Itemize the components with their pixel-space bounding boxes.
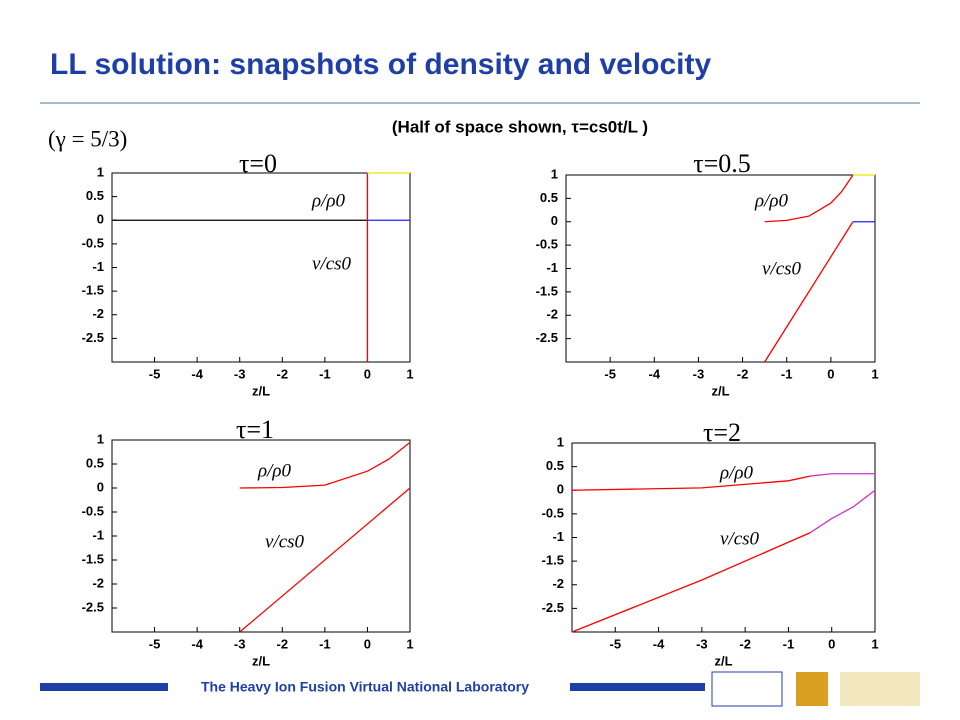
y-tick-label: -1.5 xyxy=(536,283,558,298)
slide-title: LL solution: snapshots of density and ve… xyxy=(50,48,712,81)
plot-frame xyxy=(565,174,876,363)
curve-label: ρ/ρ0 xyxy=(257,460,292,481)
curve-label: v/cs0 xyxy=(762,258,802,279)
x-tick-label: 1 xyxy=(406,636,413,651)
y-tick-label: -1 xyxy=(92,527,104,542)
y-tick-label: -0.5 xyxy=(542,505,564,520)
logo xyxy=(711,671,783,707)
y-tick-label: -1 xyxy=(92,259,104,274)
logo xyxy=(840,672,920,706)
y-tick-label: -2 xyxy=(92,575,104,590)
y-tick-label: 0 xyxy=(557,482,564,497)
y-tick-label: -0.5 xyxy=(82,235,104,250)
curve-label: ρ/ρ0 xyxy=(719,462,754,483)
x-tick-label: -1 xyxy=(319,366,331,381)
y-tick-label: -1 xyxy=(546,260,558,275)
x-tick-label: -5 xyxy=(149,366,161,381)
y-tick-label: 1 xyxy=(97,164,104,179)
y-tick-label: -2.5 xyxy=(536,330,558,345)
y-tick-label: 0.5 xyxy=(540,190,558,205)
y-tick-label: 0.5 xyxy=(86,188,104,203)
x-tick-label: 0 xyxy=(364,366,371,381)
curve-label: v/cs0 xyxy=(312,253,352,274)
series-line xyxy=(571,475,811,491)
y-tick-label: 0 xyxy=(97,212,104,227)
x-axis-label: z/L xyxy=(252,653,270,668)
x-tick-label: -1 xyxy=(781,366,793,381)
x-tick-label: 1 xyxy=(871,636,878,651)
x-tick-label: -4 xyxy=(191,366,203,381)
y-tick-label: 0 xyxy=(551,213,558,228)
y-tick-label: -2 xyxy=(546,307,558,322)
x-tick-label: -3 xyxy=(693,366,705,381)
y-tick-label: 0.5 xyxy=(546,458,564,473)
y-tick-label: 0 xyxy=(97,479,104,494)
y-tick-label: 1 xyxy=(97,431,104,446)
x-tick-label: -1 xyxy=(783,636,795,651)
y-tick-label: -1.5 xyxy=(82,283,104,298)
x-tick-label: 0 xyxy=(828,636,835,651)
x-tick-label: -3 xyxy=(234,636,246,651)
x-tick-label: -2 xyxy=(277,366,289,381)
series-line xyxy=(239,441,411,489)
curve-label: ρ/ρ0 xyxy=(754,190,789,211)
footer-bar xyxy=(570,683,705,691)
gamma-note: (γ = 5/3) xyxy=(48,126,127,151)
x-tick-label: -4 xyxy=(653,636,665,651)
x-tick-label: 0 xyxy=(364,636,371,651)
x-tick-label: -2 xyxy=(739,636,751,651)
x-tick-label: 1 xyxy=(406,366,413,381)
chart-title: τ=0 xyxy=(239,149,277,178)
y-tick-label: -2.5 xyxy=(82,330,104,345)
y-tick-label: -2.5 xyxy=(542,600,564,615)
y-tick-label: -0.5 xyxy=(82,503,104,518)
x-tick-label: -2 xyxy=(277,636,289,651)
y-tick-label: -2.5 xyxy=(82,599,104,614)
y-tick-label: -1.5 xyxy=(542,553,564,568)
y-tick-label: 1 xyxy=(557,434,564,449)
y-tick-label: 1 xyxy=(551,166,558,181)
y-tick-label: -1.5 xyxy=(82,551,104,566)
subtitle: (Half of space shown, τ=cs0t/L ) xyxy=(392,117,648,136)
x-tick-label: -5 xyxy=(610,636,622,651)
x-axis-label: z/L xyxy=(252,383,270,398)
y-tick-label: -2 xyxy=(92,306,104,321)
curve-label: v/cs0 xyxy=(265,531,305,552)
series-line xyxy=(764,174,854,223)
series-line xyxy=(571,532,811,633)
x-tick-label: -3 xyxy=(234,366,246,381)
x-tick-label: -1 xyxy=(319,636,331,651)
series-line xyxy=(239,487,411,633)
series-line xyxy=(764,221,854,363)
x-tick-label: -5 xyxy=(149,636,161,651)
x-tick-label: -4 xyxy=(649,366,661,381)
y-tick-label: -1 xyxy=(552,529,564,544)
footer-text: The Heavy Ion Fusion Virtual National La… xyxy=(201,679,529,695)
x-tick-label: 1 xyxy=(871,366,878,381)
y-tick-label: 0.5 xyxy=(86,455,104,470)
x-tick-label: -3 xyxy=(696,636,708,651)
x-tick-label: -5 xyxy=(604,366,616,381)
chart-title: τ=2 xyxy=(703,418,741,447)
x-tick-label: -2 xyxy=(737,366,749,381)
curve-label: v/cs0 xyxy=(720,528,760,549)
x-tick-label: 0 xyxy=(827,366,834,381)
plot-frame xyxy=(111,172,411,363)
x-axis-label: z/L xyxy=(714,653,732,668)
x-axis-label: z/L xyxy=(711,383,729,398)
series-line xyxy=(809,489,876,534)
curve-label: ρ/ρ0 xyxy=(311,190,346,211)
chart-title: τ=1 xyxy=(236,415,274,444)
y-tick-label: -0.5 xyxy=(536,237,558,252)
chart-title: τ=0.5 xyxy=(693,149,751,178)
series-line xyxy=(810,473,875,477)
logo xyxy=(796,672,828,706)
footer-bar xyxy=(40,683,168,691)
y-tick-label: -2 xyxy=(552,576,564,591)
x-tick-label: -4 xyxy=(191,636,203,651)
